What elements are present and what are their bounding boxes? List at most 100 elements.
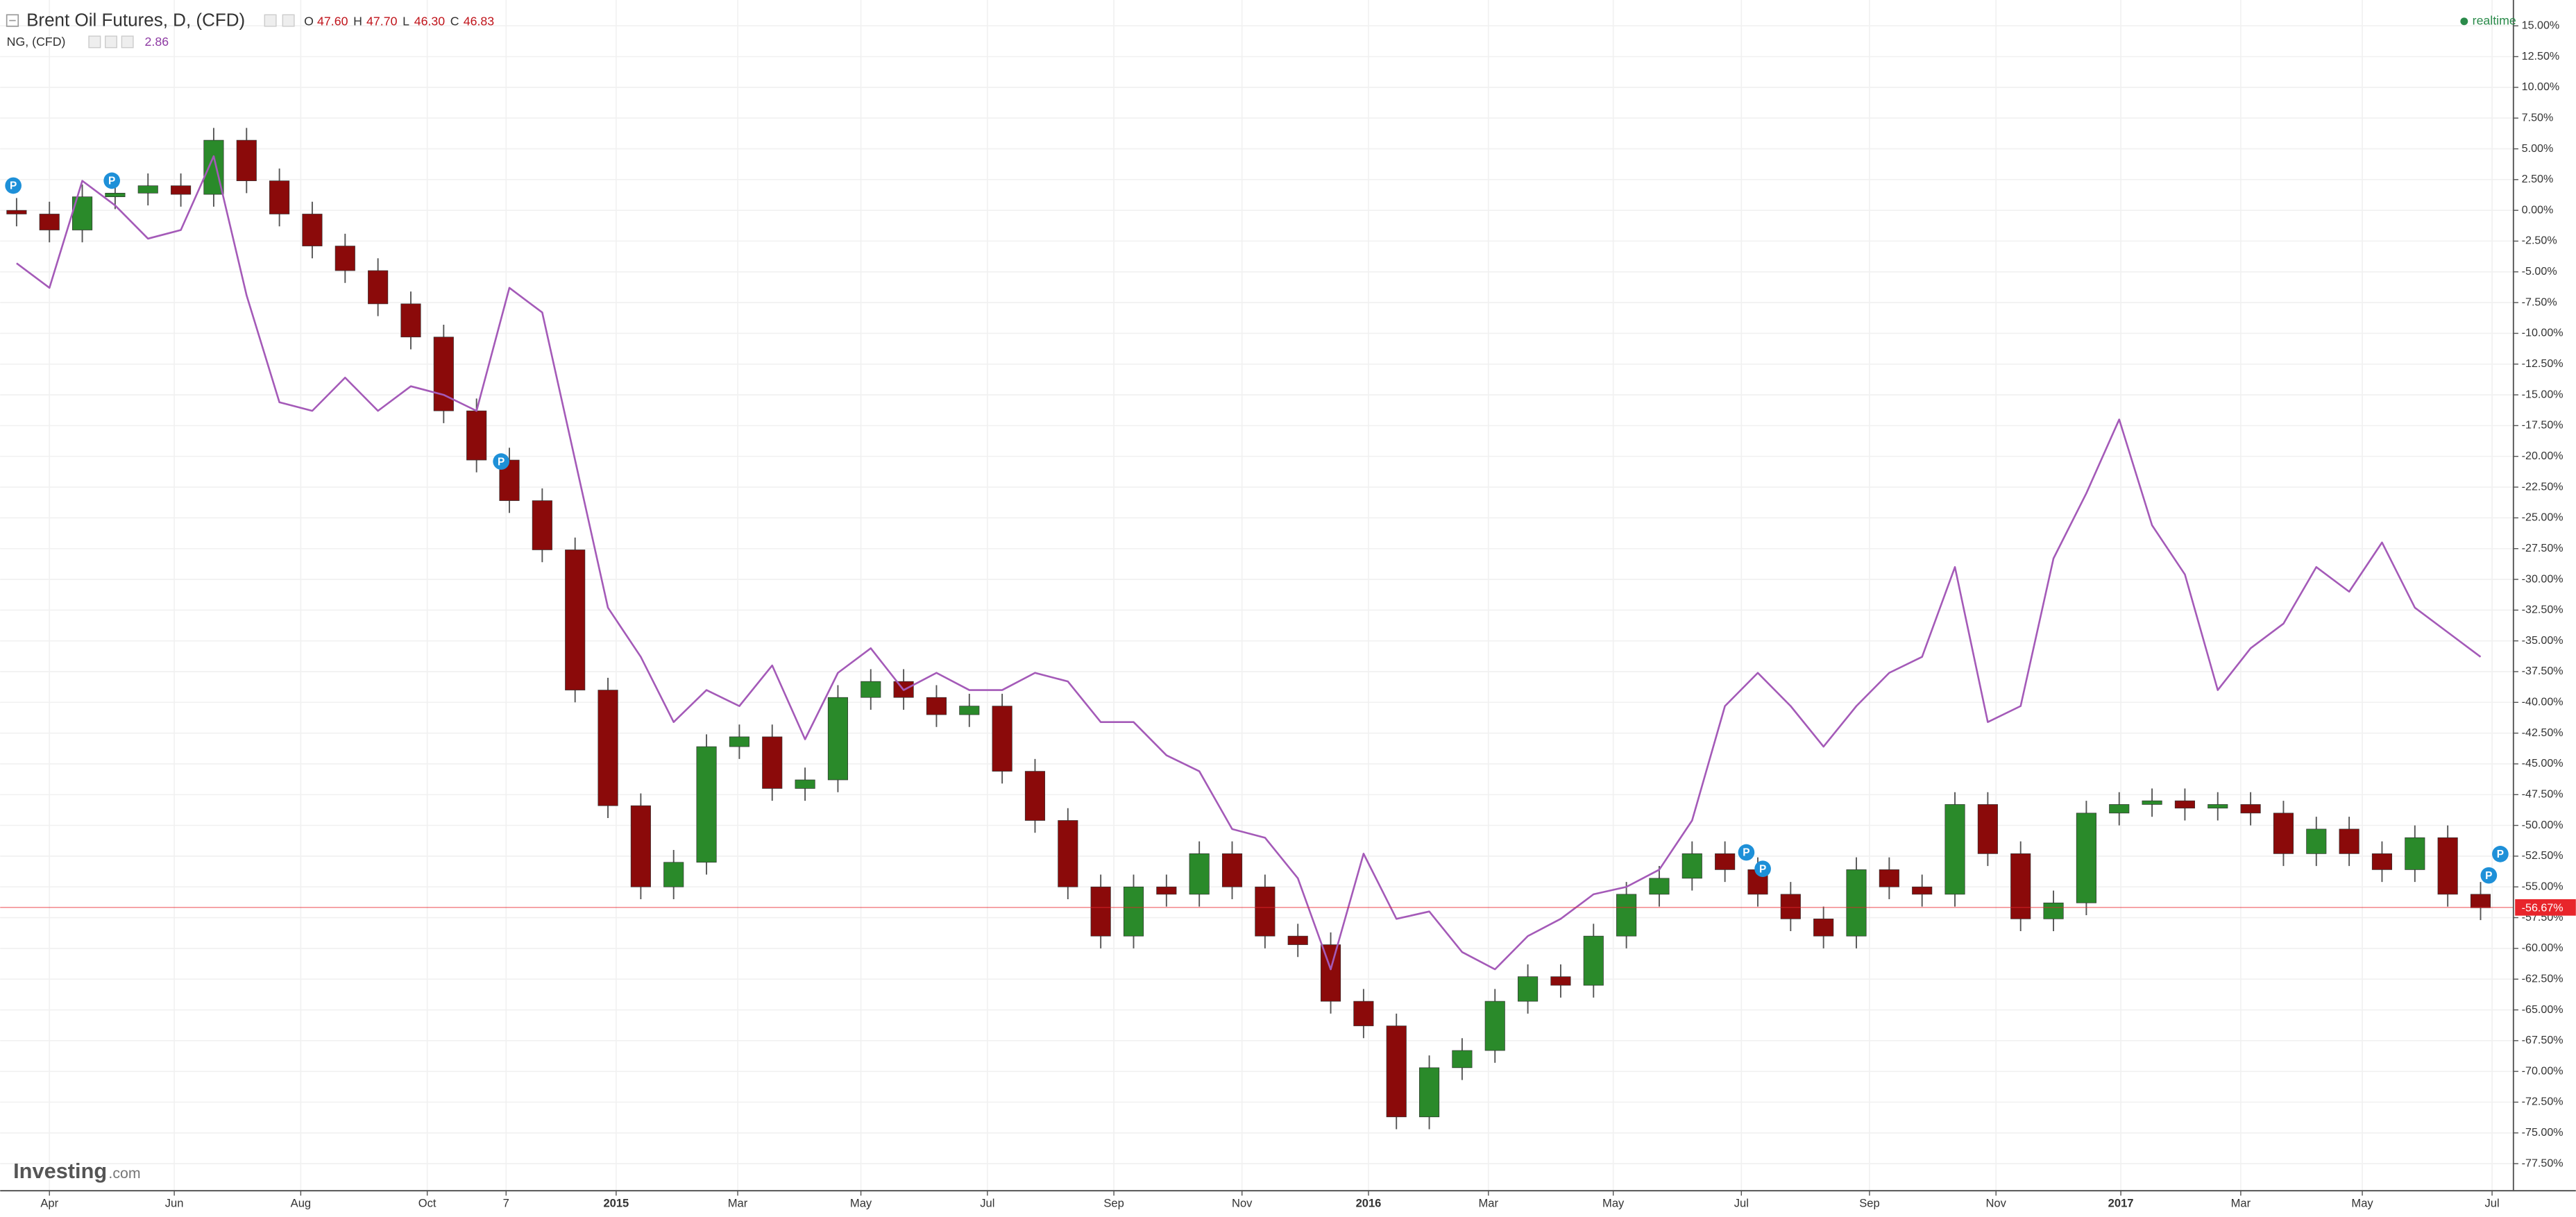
x-tick-label: May [1602, 1196, 1625, 1209]
candle-body [171, 185, 192, 195]
candle-body [1386, 1025, 1407, 1118]
y-tick-label: -27.50% [2522, 542, 2564, 554]
legend-value: 2.86 [145, 35, 169, 49]
candle-body [827, 697, 848, 781]
candle-body [532, 500, 552, 550]
quote-value: 47.60 [317, 15, 348, 28]
quote-label: O [304, 15, 314, 28]
x-tick-label: Aug [291, 1196, 311, 1209]
candle-body [1123, 886, 1144, 937]
event-label: P [10, 180, 17, 192]
candle-body [2405, 837, 2425, 870]
y-tick-label: -30.00% [2522, 572, 2564, 585]
x-tick-label: Jul [2484, 1196, 2499, 1209]
y-tick-label: -12.50% [2522, 357, 2564, 370]
candle-body [630, 805, 651, 887]
settings-icon[interactable] [88, 35, 101, 49]
candle-body [2174, 800, 2195, 809]
y-tick-label: -25.00% [2522, 511, 2564, 524]
y-tick-label: 15.00% [2522, 19, 2560, 31]
candle-body [1715, 853, 1736, 870]
y-tick-label: -75.00% [2522, 1126, 2564, 1139]
x-tick-label: Oct [418, 1196, 437, 1209]
y-tick-label: -52.50% [2522, 849, 2564, 862]
event-marker[interactable] [103, 172, 121, 189]
candle-body [400, 303, 421, 338]
x-tick-label: Mar [728, 1196, 748, 1209]
event-label: P [1759, 863, 1766, 875]
candle-body [663, 862, 684, 887]
candle-body [2043, 902, 2064, 919]
axes: 15.00% 12.50% 10.00% 7.50% 5.00% 2.50% 0.00% -2… [40, 19, 2576, 1209]
settings-icon[interactable] [264, 14, 277, 27]
event-marker[interactable] [5, 177, 22, 194]
candle-body [861, 681, 881, 698]
y-tick-label: -70.00% [2522, 1064, 2564, 1077]
watermark-suffix: .com [108, 1165, 140, 1182]
candle-body [1681, 853, 1702, 879]
status-dot [2460, 17, 2468, 26]
y-tick-label: -35.00% [2522, 634, 2564, 647]
y-tick-label: -55.00% [2522, 880, 2564, 892]
legend-entry: NG, (CFD) [7, 35, 66, 49]
close-icon[interactable] [282, 14, 295, 27]
candle-body [2076, 812, 2096, 903]
y-tick-label: -10.00% [2522, 327, 2564, 339]
candle-body [565, 550, 586, 690]
x-tick-label: 7 [503, 1196, 509, 1209]
y-tick-label: -45.00% [2522, 757, 2564, 769]
candle-body [1616, 894, 1637, 937]
candle-body [1090, 886, 1111, 937]
candle-body [1156, 886, 1177, 895]
event-marker[interactable] [493, 453, 510, 470]
candle-body [959, 706, 980, 715]
candle-body [1452, 1050, 1473, 1069]
y-tick-label: -22.50% [2522, 480, 2564, 493]
event-marker[interactable] [1754, 860, 1771, 878]
y-tick-label: -2.50% [2522, 235, 2557, 247]
candle-body [1320, 944, 1341, 1002]
candle-body [2470, 894, 2491, 908]
candle-body [795, 779, 815, 789]
collapse-icon[interactable] [6, 14, 19, 27]
line-series [16, 155, 2482, 971]
candle-body [1780, 894, 1801, 919]
candle-body [466, 410, 487, 461]
y-tick-label: -72.50% [2522, 1096, 2564, 1108]
candle-body [1419, 1067, 1440, 1118]
candle-body [1024, 771, 1046, 821]
event-label: P [1743, 847, 1749, 859]
close-icon[interactable] [121, 35, 134, 49]
candle-body [1912, 886, 1933, 895]
quote-value: 46.30 [414, 15, 446, 28]
y-tick-label: 0.00% [2522, 203, 2554, 216]
candle-body [1189, 853, 1210, 895]
visibility-icon[interactable] [104, 35, 117, 49]
y-tick-label: -65.00% [2522, 1003, 2564, 1016]
candle-body [334, 246, 355, 271]
candle-body [2142, 800, 2162, 805]
candle-body [39, 214, 60, 230]
event-marker[interactable] [2480, 867, 2498, 884]
candle-body [1550, 976, 1571, 986]
watermark: Investing [13, 1159, 107, 1183]
event-marker[interactable] [2492, 846, 2509, 862]
y-tick-label: -42.50% [2522, 726, 2564, 739]
x-tick-label: 2017 [2108, 1196, 2134, 1209]
x-tick-label: Apr [40, 1196, 58, 1209]
y-tick-label: -50.00% [2522, 819, 2564, 831]
candle-body [105, 192, 126, 198]
candle-body [1518, 976, 1539, 1002]
candle-body [1484, 1001, 1505, 1051]
event-marker[interactable] [1738, 844, 1755, 861]
x-tick-label: Jul [980, 1196, 994, 1209]
candle-body [137, 185, 158, 194]
event-label: P [2485, 870, 2492, 882]
y-tick-label: -20.00% [2522, 450, 2564, 462]
candle-body [1058, 820, 1078, 887]
candle-body [2208, 804, 2228, 809]
quote-value: 46.83 [464, 15, 495, 28]
candle-body [2339, 828, 2359, 854]
quote-label: L [402, 15, 409, 28]
event-markers: P P P P P P P [5, 172, 2509, 884]
